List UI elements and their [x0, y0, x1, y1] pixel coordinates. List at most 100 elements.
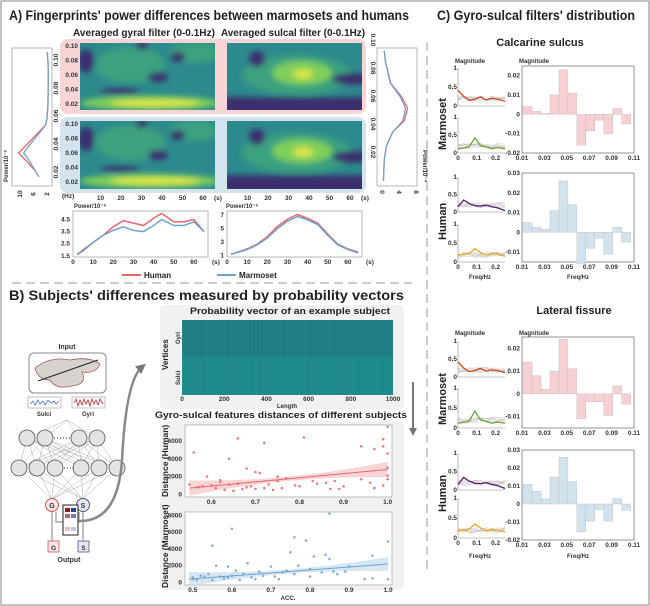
distance-title: Gyro-sulcal features distances of differ…: [155, 410, 407, 421]
distance-marmoset-point: [246, 561, 249, 565]
lateral-human-bars-bar: [585, 503, 596, 522]
small-filter-xtick: 0.1: [472, 264, 481, 271]
filter-trace: [457, 95, 506, 102]
sulcal-heatmap-title: Averaged sulcal filter (0-0.1Hz): [221, 27, 365, 39]
heatmap-xtick: 10: [97, 195, 105, 202]
probability-vector-title: Probability vector of an example subject: [190, 306, 390, 316]
filter-trace: [457, 143, 506, 149]
heatmap-xtick: 20: [264, 195, 272, 202]
distance-human-point: [329, 487, 332, 491]
small-filter-ytick: 1: [453, 338, 457, 345]
scatter-plots: 0 2000 4000 6000 0.6 0.7 0.8 0.9 1.0 0 2000 4000 600…: [168, 424, 393, 594]
gyral-time-power-frame: [72, 210, 209, 258]
small-filter-xtick: 0: [456, 155, 460, 162]
small-filter-axes: [457, 341, 505, 378]
lateral-marmoset-bars-ytick: -0.01: [505, 414, 520, 421]
lateral-human-bars-bar: [531, 491, 542, 505]
lateral-marmoset-bars-xtick: 0.01: [516, 430, 529, 437]
small-filter-xtick: 0.2: [491, 264, 500, 271]
calcarine-human-bars-bar: [522, 222, 533, 233]
calcarine-magnitude-small: Magnitude: [455, 59, 486, 65]
filter-trace: [457, 203, 506, 208]
right-profile-xtick: 0: [378, 190, 385, 194]
small-filter-axes: [457, 224, 505, 263]
right-profile-ytick: 0.10: [369, 34, 376, 47]
right-profile-frame: [376, 47, 418, 187]
heatmap-xtick: 50: [326, 195, 334, 202]
distance-human-point: [245, 467, 248, 470]
panel-a-title: A) Fingerprints' power differences betwe…: [9, 7, 409, 23]
left-profile-ytick: 0.08: [53, 81, 60, 94]
calcarine-magnitude-bar: Magnitude: [519, 59, 550, 65]
filter-trace: [457, 417, 506, 421]
filter-trace: [457, 202, 506, 208]
distance-marmoset-trend-line: [188, 563, 389, 580]
distance-human-point: [271, 488, 275, 492]
lateral-small-freq: Freq/Hz: [469, 554, 491, 560]
filter-trace: [457, 367, 506, 373]
calcarine-human-bars-xtick: 0.09: [605, 264, 618, 271]
lateral-marmoset-bars-xtick: 0.07: [583, 430, 596, 437]
distance-human-point: [218, 478, 222, 482]
small-filter-axes: [457, 388, 505, 429]
filter-highlight-human-gyral: [457, 199, 506, 212]
distance-human-point: [227, 457, 231, 461]
probability-vector-ticks: 0 200 400 600 800 1000: [180, 320, 401, 403]
heatmap-xtick: 40: [305, 195, 313, 202]
distance-marmoset-point: [332, 570, 335, 573]
network-diagram: Input Sulci Gyri G S G S Output: [10, 344, 146, 564]
lateral-human-bars-ytick: 0.02: [507, 465, 520, 472]
lateral-bar-freq: Freq/Hz: [567, 554, 589, 560]
distance-human-point: [381, 445, 385, 448]
lateral-human-bars-xtick: 0.03: [538, 542, 551, 549]
distance-human-point: [381, 437, 385, 441]
distance-marmoset-ytick: 4000: [168, 546, 183, 553]
sulci-signal-box: [27, 396, 62, 409]
calcarine-title: Calcarine sulcus: [496, 37, 583, 49]
heatmap-xtick: 30: [285, 195, 293, 202]
heatmap-gyral-human: [80, 43, 215, 110]
length-label: Length: [277, 404, 297, 410]
distance-marmoset-point: [293, 535, 296, 539]
lateral-title: Lateral fissure: [536, 305, 611, 317]
small-filter-axes: [457, 68, 505, 107]
lateral-human-bars-bar: [603, 503, 613, 522]
sulcal-time-power-ytick: 3: [220, 239, 224, 246]
distance-marmoset-xtick: 0.9: [345, 587, 354, 594]
distance-marmoset-xtick: 0.6: [227, 587, 236, 594]
gyral-time-power-xtick: 10: [90, 259, 98, 266]
right-profile-ytick: 0.06: [369, 90, 376, 103]
sulcal-time-power-ytick: 7: [220, 212, 224, 219]
calcarine-marmoset-bars-bar: [603, 114, 613, 134]
brain-surface-icon: [34, 358, 101, 388]
power-profiles: 10 6 2 0.10 0.08 0.06 0.04 0.02 0 4 8 0.10 0.08 0.06 0…: [11, 34, 419, 198]
distance-marmoset-point: [273, 575, 277, 578]
distance-marmoset-point: [336, 572, 339, 576]
heatmap-ytick: 0.06: [65, 72, 78, 79]
neuron-node: [90, 459, 108, 477]
heatmap-sulcal-marmoset: [227, 121, 362, 189]
distance-human-point: [373, 486, 376, 490]
distance-marmoset-xtick: 0.8: [305, 587, 314, 594]
left-profile-marmoset: [22, 52, 49, 178]
distance-human-ytick: 2000: [168, 474, 183, 481]
distance-human-point: [302, 436, 306, 439]
lateral-marmoset-bars-ytick: 0.01: [507, 368, 520, 375]
small-filter-ytick: 0: [453, 259, 457, 266]
small-filter-xtick: 0.1: [472, 155, 481, 162]
calcarine-human-bars-xtick: 0.05: [560, 264, 573, 271]
distance-human-xtick: 0.9: [339, 499, 348, 506]
calcarine-marmoset-bars-bar: [621, 114, 631, 125]
prob-xtick: 800: [345, 396, 356, 403]
left-profile-human: [17, 52, 49, 178]
sulcal-time-power-ytick: 5: [220, 226, 224, 233]
lateral-marmoset-bars-bar: [567, 368, 578, 395]
distance-human-point: [386, 425, 389, 429]
lateral-human-bars-bar: [558, 457, 569, 505]
calcarine-marmoset-bars-xtick: 0.09: [605, 155, 618, 162]
lateral-human-label: Human: [437, 474, 449, 512]
distance-human-xtick: 0.6: [207, 499, 216, 506]
distance-human-point: [386, 474, 389, 477]
calcarine-bar-freq: Freq/Hz: [567, 275, 589, 281]
small-filter-ytick: 0.5: [448, 240, 457, 247]
